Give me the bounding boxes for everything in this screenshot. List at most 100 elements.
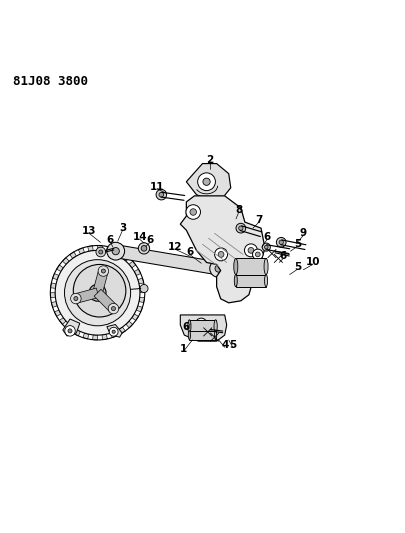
Circle shape	[98, 266, 109, 276]
Polygon shape	[51, 302, 57, 308]
Circle shape	[279, 240, 283, 245]
Text: 8: 8	[235, 205, 243, 215]
Polygon shape	[74, 329, 80, 336]
Circle shape	[210, 260, 228, 277]
Circle shape	[215, 248, 228, 261]
Circle shape	[74, 296, 78, 301]
Circle shape	[236, 223, 246, 233]
Polygon shape	[190, 320, 215, 333]
Polygon shape	[180, 196, 265, 303]
Ellipse shape	[234, 259, 238, 274]
Circle shape	[248, 247, 254, 253]
Circle shape	[276, 237, 286, 247]
Polygon shape	[98, 246, 102, 251]
Text: 13: 13	[81, 226, 96, 236]
Polygon shape	[129, 261, 136, 268]
Polygon shape	[93, 335, 98, 340]
Polygon shape	[83, 333, 89, 339]
Circle shape	[186, 205, 200, 219]
Text: 3: 3	[119, 223, 126, 233]
Ellipse shape	[234, 274, 237, 287]
Ellipse shape	[215, 330, 217, 340]
Circle shape	[139, 243, 149, 254]
Circle shape	[112, 247, 119, 255]
Text: 1: 1	[180, 344, 187, 354]
Text: 2: 2	[206, 155, 213, 165]
Text: 4: 4	[221, 340, 228, 350]
Text: 14: 14	[132, 232, 147, 243]
Polygon shape	[119, 327, 125, 334]
Circle shape	[156, 189, 166, 200]
Circle shape	[215, 265, 222, 272]
Circle shape	[218, 252, 224, 257]
Ellipse shape	[188, 330, 190, 340]
Text: 11: 11	[150, 182, 164, 191]
Polygon shape	[62, 257, 69, 264]
Polygon shape	[126, 321, 133, 328]
Circle shape	[253, 249, 263, 260]
Ellipse shape	[264, 274, 268, 287]
Polygon shape	[122, 255, 129, 261]
Polygon shape	[107, 247, 112, 253]
Circle shape	[262, 243, 270, 251]
Circle shape	[108, 303, 119, 314]
Polygon shape	[236, 274, 266, 287]
Text: 6: 6	[264, 232, 271, 243]
Polygon shape	[94, 289, 117, 312]
Polygon shape	[63, 319, 80, 336]
Polygon shape	[115, 245, 220, 275]
Circle shape	[73, 264, 126, 317]
Polygon shape	[136, 306, 143, 312]
Polygon shape	[66, 324, 72, 331]
Polygon shape	[57, 265, 63, 271]
Text: 6: 6	[183, 322, 190, 332]
Polygon shape	[138, 278, 144, 284]
Polygon shape	[134, 269, 141, 276]
Polygon shape	[88, 246, 93, 251]
Text: 9: 9	[300, 229, 307, 238]
Ellipse shape	[214, 320, 217, 333]
Circle shape	[89, 284, 106, 301]
Polygon shape	[115, 249, 121, 256]
Text: 7: 7	[255, 215, 263, 225]
Circle shape	[245, 244, 258, 257]
Text: 5: 5	[294, 239, 301, 249]
Circle shape	[203, 178, 210, 185]
Circle shape	[196, 318, 207, 329]
Text: 81J08 3800: 81J08 3800	[13, 75, 88, 88]
Circle shape	[264, 245, 268, 249]
Polygon shape	[236, 259, 266, 274]
Circle shape	[64, 260, 131, 326]
Circle shape	[101, 269, 105, 273]
Circle shape	[68, 329, 72, 333]
Polygon shape	[54, 310, 61, 317]
Polygon shape	[102, 334, 107, 340]
Circle shape	[141, 246, 147, 251]
Polygon shape	[180, 315, 227, 341]
Circle shape	[65, 326, 75, 336]
Circle shape	[55, 251, 140, 335]
Circle shape	[111, 306, 115, 311]
Circle shape	[140, 285, 148, 293]
Circle shape	[96, 247, 106, 257]
Text: 6: 6	[279, 252, 287, 261]
Polygon shape	[132, 314, 139, 320]
Circle shape	[99, 250, 103, 254]
Text: 12: 12	[168, 242, 182, 252]
Polygon shape	[60, 318, 66, 325]
Circle shape	[109, 327, 118, 336]
Polygon shape	[51, 283, 56, 288]
Polygon shape	[190, 330, 215, 340]
Text: 5: 5	[294, 262, 301, 272]
Circle shape	[239, 226, 243, 230]
Circle shape	[107, 243, 125, 260]
Ellipse shape	[264, 259, 268, 274]
Text: 10: 10	[305, 257, 320, 268]
Polygon shape	[107, 325, 122, 337]
Polygon shape	[75, 288, 99, 303]
Polygon shape	[78, 248, 85, 254]
Text: 5: 5	[229, 340, 237, 350]
Polygon shape	[139, 297, 145, 303]
Circle shape	[159, 192, 164, 197]
Polygon shape	[111, 332, 117, 337]
